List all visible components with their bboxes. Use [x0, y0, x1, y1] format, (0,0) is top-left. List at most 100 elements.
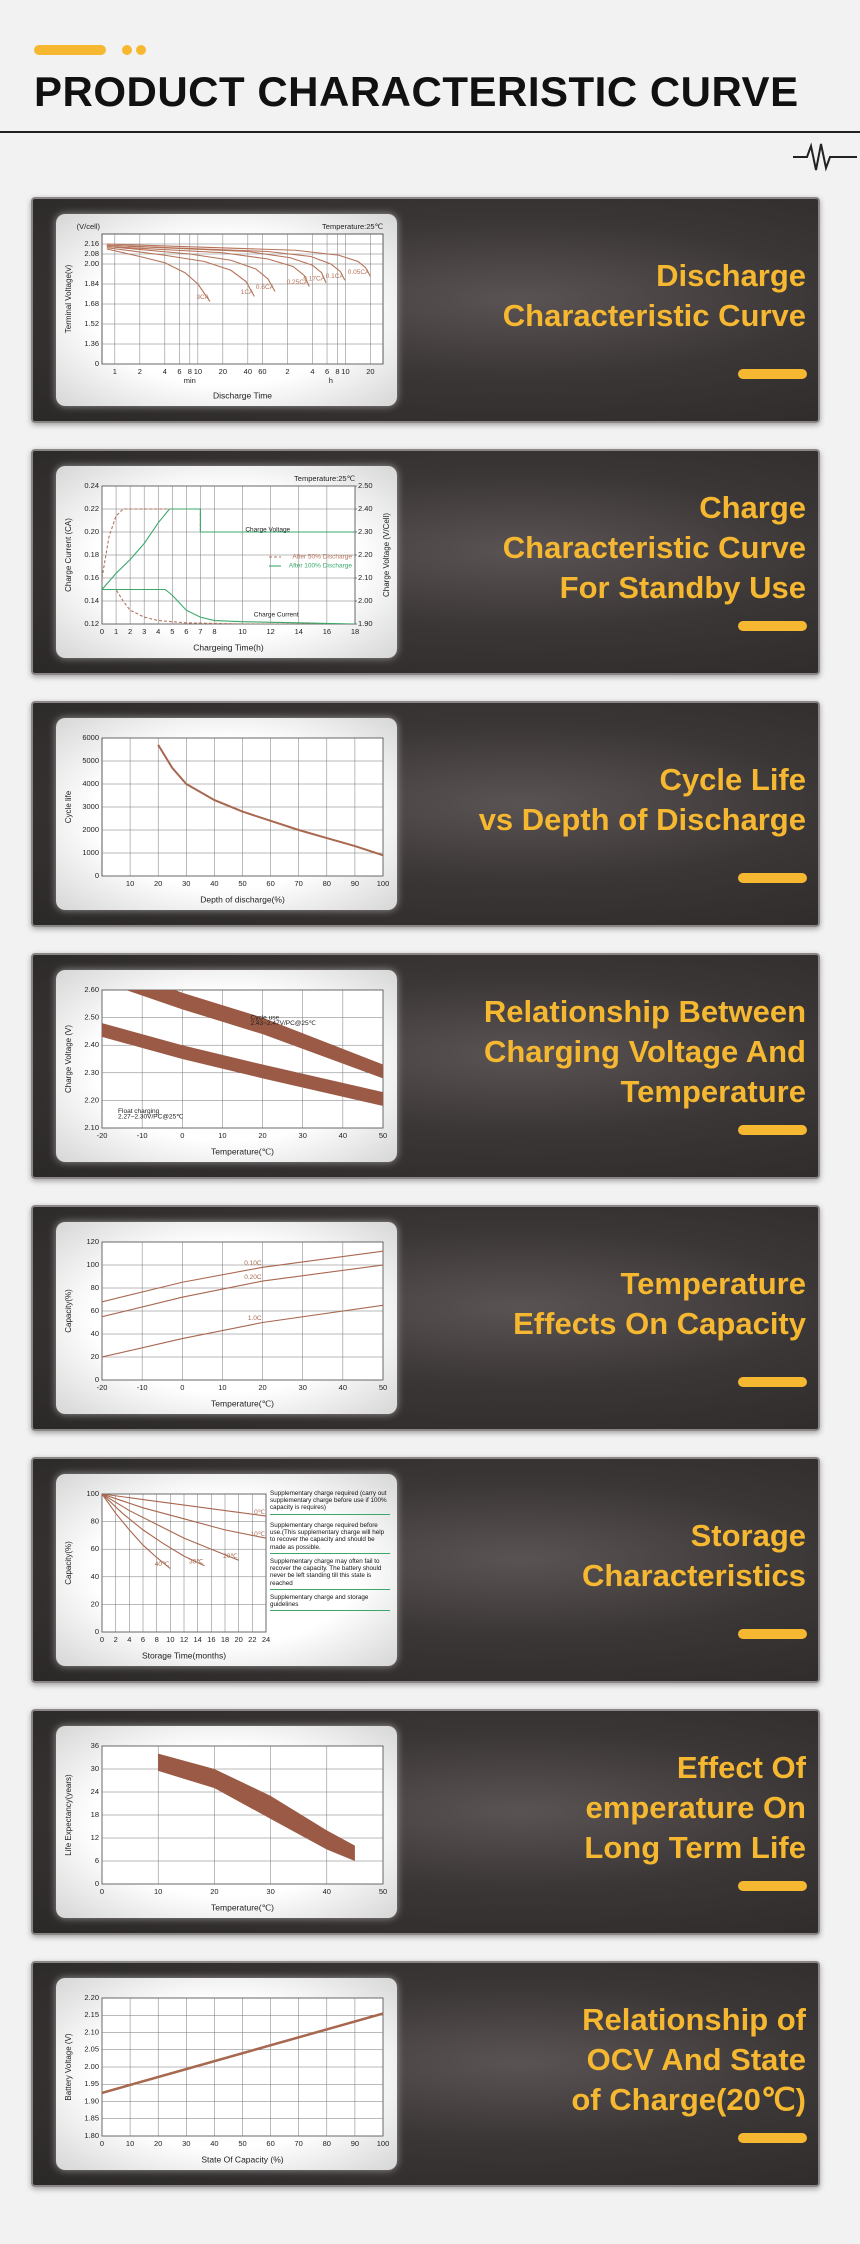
- y-tick-label: 2.20: [84, 1993, 99, 2002]
- y-tick-label: 40: [91, 1572, 99, 1581]
- chart: 0.120.140.160.180.200.220.240 1 2 3 4 5 6 7 8 10 1…: [64, 474, 391, 652]
- x-tick-label: 10: [218, 1131, 226, 1140]
- x-tick-label: 1: [114, 627, 118, 636]
- y2-tick-label: 2.20: [358, 550, 373, 559]
- heading-line: Characteristic Curve: [502, 298, 806, 333]
- heading-line: Cycle Life: [659, 762, 806, 797]
- band: [158, 1753, 355, 1861]
- header-dot: [122, 45, 132, 55]
- x-tick-label: 40: [339, 1383, 347, 1392]
- x-tick-label: 70: [295, 879, 303, 888]
- y-tick-label: 0.14: [84, 596, 99, 605]
- heading-line: Storage: [690, 1518, 806, 1553]
- x-axis-label: Chargeing Time(h): [193, 642, 264, 652]
- x-tick-label: 20: [210, 1887, 218, 1896]
- y-axis-label: Capacity(%): [64, 1541, 73, 1585]
- x-tick-label: 0: [100, 2139, 104, 2148]
- chart-title: Temperature:25℃: [294, 474, 356, 483]
- x-tick-label: 8: [212, 627, 216, 636]
- y-tick-label: 2.30: [84, 1068, 99, 1077]
- heading-line: Effect Of: [676, 1750, 806, 1785]
- line: [102, 1304, 383, 1358]
- card: Discharge Characteristic Curve 0 1.36 1.52 1.…: [31, 197, 820, 423]
- x-tick-label: 5: [170, 627, 174, 636]
- series-label: 30℃: [189, 1558, 204, 1565]
- chart-panel: 0 6 12 18 24 30 36 0 10 20 30 40 50 Temperature(℃) Lif…: [56, 1726, 397, 1918]
- x-tick-label: 10: [238, 627, 246, 636]
- series-label: 0.25CA: [287, 279, 309, 286]
- x-tick-label: 50: [238, 879, 246, 888]
- line: [102, 1494, 171, 1569]
- x-tick-label: 20: [366, 367, 374, 376]
- y-tick-label: 2.40: [84, 1040, 99, 1049]
- annotation: Cycle use: [251, 1014, 280, 1021]
- series-label: 0.1CA: [326, 273, 345, 280]
- y-tick-label: 6000: [82, 733, 99, 742]
- x-tick-label: 10: [126, 879, 134, 888]
- annotation: Charge Current: [254, 612, 299, 619]
- y-tick-label: 2.05: [84, 2045, 99, 2054]
- x-tick-label: 18: [221, 1635, 229, 1644]
- y-unit: (V/cell): [77, 222, 101, 231]
- y-tick-label: 100: [86, 1489, 99, 1498]
- accent-bar: [738, 1881, 807, 1891]
- x-tick-label: 60: [258, 367, 266, 376]
- x-tick-label: 20: [258, 1383, 266, 1392]
- annotation: Charge Voltage: [245, 526, 290, 533]
- x-tick-label: 22: [248, 1635, 256, 1644]
- x-tick-label: 24: [262, 1635, 270, 1644]
- x-tick-label: 60: [266, 2139, 274, 2148]
- x-tick-label: 3: [142, 627, 146, 636]
- x-tick-label: 0: [180, 1131, 184, 1140]
- y-tick-label: 6: [95, 1856, 99, 1865]
- y-tick-label: 4000: [82, 779, 99, 788]
- heading-line: of Charge(20℃): [571, 2082, 806, 2117]
- y-axis-label: Battery Voltage (V): [64, 2033, 73, 2100]
- x-axis-label: Temperature(℃): [211, 1902, 274, 1912]
- y-tick-label: 1.85: [84, 2114, 99, 2123]
- x-tick-label: 30: [299, 1131, 307, 1140]
- x-tick-label: 16: [207, 1635, 215, 1644]
- accent-bar: [738, 1377, 807, 1387]
- heading: Discharge Characteristic Curve: [406, 199, 806, 393]
- x-tick-label: -20: [97, 1131, 108, 1140]
- x-tick-label: 50: [379, 1131, 387, 1140]
- line: [106, 245, 310, 287]
- x-tick-label: 40: [210, 879, 218, 888]
- header-bar: [34, 45, 106, 55]
- heading: Relationship Between Charging Voltage And…: [406, 955, 806, 1149]
- page-title: PRODUCT CHARACTERISTIC CURVE: [34, 68, 799, 115]
- y-tick-label: 2.20: [84, 1095, 99, 1104]
- x-tick-label: 0: [100, 1887, 104, 1896]
- x-tick-label: 2: [114, 1635, 118, 1644]
- legend-label: After 100% Discharge: [289, 563, 353, 570]
- x-tick-label: 90: [351, 2139, 359, 2148]
- y-tick-label: 80: [91, 1283, 99, 1292]
- y2-tick-label: 2.30: [358, 527, 373, 536]
- line: [102, 1250, 383, 1303]
- y-tick-label: 1.52: [84, 319, 99, 328]
- chart-panel: 0.12 0.14 0.16 0.18 0.20 0.22 0.24 0 1 2 3 4 5 6 7 8 10 1…: [56, 466, 397, 658]
- card: Cycle Life vs Depth of Discharge 0 1000 2000…: [31, 701, 820, 927]
- heading-line: Discharge: [656, 258, 806, 293]
- x-axis-label: Discharge Time: [213, 390, 272, 400]
- x-unit: min: [184, 376, 196, 385]
- y2-tick-label: 1.90: [358, 619, 373, 628]
- x-tick-label: 20: [234, 1635, 242, 1644]
- y-tick-label: 0.12: [84, 619, 99, 628]
- x-tick-label: 16: [323, 627, 331, 636]
- annotation: Float charging: [118, 1108, 160, 1115]
- heading-line: Charging Voltage And: [483, 1034, 806, 1069]
- note: Supplementary charge required before use…: [270, 1522, 390, 1554]
- x-tick-label: 10: [218, 1383, 226, 1392]
- heading: Cycle Life vs Depth of Discharge: [406, 703, 806, 897]
- x-tick-label: 6: [325, 367, 329, 376]
- x-tick-label: 40: [339, 1131, 347, 1140]
- heading-line: For Standby Use: [559, 570, 806, 605]
- y-tick-label: 40: [91, 1329, 99, 1338]
- y-tick-label: 60: [91, 1544, 99, 1553]
- x-tick-label: 40: [323, 1887, 331, 1896]
- x-tick-label: 100: [377, 879, 390, 888]
